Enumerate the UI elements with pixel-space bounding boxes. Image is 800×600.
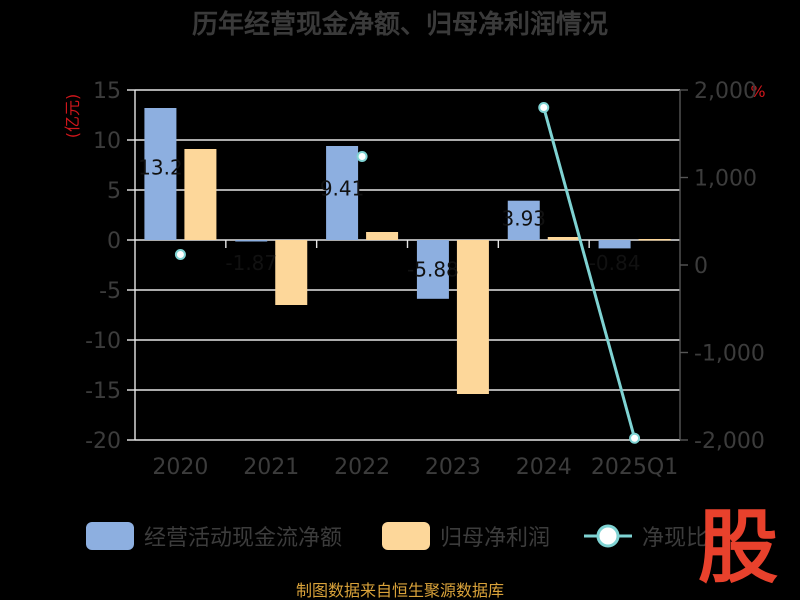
left-tick-label: -20: [85, 429, 121, 454]
point-net-cash-ratio: [538, 102, 550, 113]
logo-glyph: 股: [698, 501, 778, 594]
legend: 经营活动现金流净额 归母净利润 净现比: [86, 522, 708, 551]
left-tick-label: 0: [107, 229, 121, 254]
left-axis-unit: (亿元): [63, 94, 82, 139]
left-tick-label: 15: [93, 79, 121, 104]
point-net-cash-ratio: [356, 151, 368, 162]
data-label-operating-cash: 13.2: [138, 155, 183, 179]
left-tick-label: -15: [85, 379, 121, 404]
legend-swatch-net-profit: [382, 522, 430, 550]
left-tick-label: -5: [99, 279, 121, 304]
left-tick-label: 10: [93, 129, 121, 154]
right-tick-label: -1,000: [694, 342, 765, 367]
right-tick-label: 2,000: [694, 79, 757, 104]
bar-operating-cash: [416, 240, 449, 299]
bar-operating-cash: [235, 240, 268, 242]
left-tick-label: -10: [85, 329, 121, 354]
x-tick-label: 2024: [516, 455, 572, 480]
legend-label-net-cash-ratio: 净现比: [642, 526, 708, 551]
data-labels: 13.2 -1.87 9.41 -5.88 3.93 -0.84: [138, 155, 640, 281]
bar-net-profit: [456, 240, 489, 394]
legend-label-net-profit: 归母净利润: [440, 526, 550, 551]
legend-swatch-operating-cash: [86, 522, 134, 550]
data-label-operating-cash: 9.41: [320, 176, 365, 200]
bars: [144, 108, 671, 394]
right-tick-label: 0: [694, 254, 708, 279]
right-tick-label: -2,000: [694, 429, 765, 454]
x-tick-label: 2025Q1: [591, 455, 678, 480]
data-label-operating-cash: -5.88: [407, 257, 459, 281]
left-tick-label: 5: [107, 179, 121, 204]
data-label-operating-cash: 3.93: [501, 206, 546, 230]
bar-operating-cash: [144, 108, 177, 240]
chart-title: 历年经营现金净额、归母净利润情况: [192, 9, 608, 40]
bar-operating-cash: [598, 240, 631, 249]
data-label-operating-cash: -0.84: [589, 251, 641, 275]
net-cash-ratio-line: [174, 102, 641, 444]
left-axis: 15 10 5 0 -5 -10 -15 -20: [85, 79, 136, 454]
legend-swatch-marker: [596, 524, 620, 548]
data-label-operating-cash: -1.87: [225, 251, 277, 275]
brand-logo: 股: [698, 501, 778, 594]
right-tick-label: 1,000: [694, 167, 757, 192]
bar-net-profit: [638, 239, 671, 241]
x-tick-label: 2021: [243, 455, 299, 480]
right-axis: 2,000 1,000 0 -1,000 -2,000: [679, 79, 765, 454]
point-net-cash-ratio: [629, 432, 641, 444]
bar-net-profit: [275, 240, 308, 305]
x-tick-label: 2022: [334, 455, 390, 480]
x-tick-label: 2023: [425, 455, 481, 480]
right-axis-unit: %: [750, 82, 765, 101]
x-axis: 2020 2021 2022 2023 2024 2025Q1: [152, 240, 678, 480]
line-segment-net-cash-ratio: [542, 107, 637, 439]
bar-operating-cash: [507, 200, 540, 240]
x-tick-label: 2020: [152, 455, 208, 480]
source-note: 制图数据来自恒生聚源数据库: [296, 581, 504, 600]
legend-label-operating-cash: 经营活动现金流净额: [144, 526, 342, 551]
bar-net-profit: [547, 237, 580, 240]
point-net-cash-ratio: [174, 249, 186, 260]
bar-operating-cash: [326, 146, 359, 240]
bar-net-profit: [366, 232, 399, 240]
bar-net-profit: [184, 149, 217, 240]
